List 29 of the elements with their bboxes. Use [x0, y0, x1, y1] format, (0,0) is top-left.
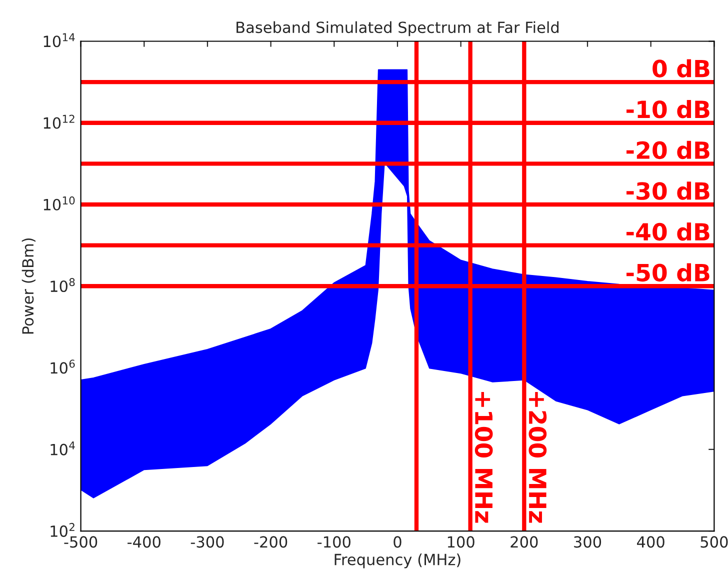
ref-line-label: -50 dB [626, 263, 710, 282]
x-tick-label: 400 [637, 536, 664, 548]
x-tick-label: 500 [700, 536, 728, 548]
y-tick-label: 10$^{8}$ [50, 278, 75, 292]
x-tick-label: -500 [64, 536, 98, 548]
y-tick-label: 10$^{12}$ [44, 114, 74, 129]
ref-line-label: -10 dB [626, 100, 710, 118]
ref-line-label: -40 dB [626, 222, 710, 241]
x-tick-label: 0 [394, 536, 402, 548]
y-tick-label: 10$^{6}$ [50, 360, 75, 374]
ref-line-label: +100 MHz [474, 392, 493, 523]
x-tick-label: -400 [128, 536, 160, 548]
y-tick-label: 10$^{10}$ [44, 196, 75, 210]
y-axis-title: Power (dBm) [22, 238, 36, 334]
x-tick-label: -300 [190, 536, 224, 548]
x-tick-label: 300 [574, 536, 602, 548]
ref-line-label: +200 MHz [528, 392, 547, 523]
y-tick-label: 10$^{14}$ [44, 33, 75, 48]
ref-line-label: -20 dB [626, 140, 710, 160]
x-tick-label: -100 [318, 536, 350, 548]
x-tick-label: 200 [510, 536, 538, 548]
ref-line-label: 0 dB [652, 59, 710, 78]
ref-line-label: -30 dB [626, 182, 710, 200]
x-axis-title: Frequency (MHz) [334, 553, 460, 568]
x-tick-label: -200 [254, 536, 288, 548]
y-tick-label: 10$^{4}$ [50, 441, 75, 456]
chart-title: Baseband Simulated Spectrum at Far Field [236, 21, 559, 36]
x-tick-label: 100 [448, 536, 474, 548]
y-tick-label: 10$^{2}$ [50, 522, 74, 537]
